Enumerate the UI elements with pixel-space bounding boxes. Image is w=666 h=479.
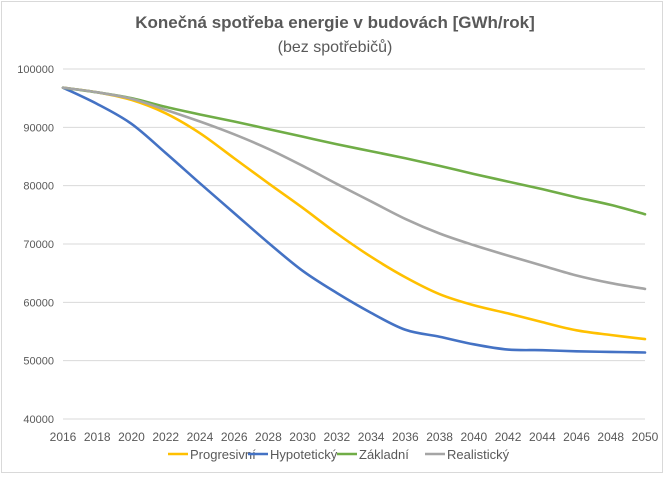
x-axis-ticks: 2016 2018 2020 2022 2024 2026 2028 2030 2032 2034… [50, 430, 659, 444]
x-tick-label: 2024 [187, 430, 214, 444]
x-tick-label: 2016 [50, 430, 77, 444]
line-chart: Konečná spotřeba energie v budovách [GWh… [17, 13, 659, 462]
x-tick-label: 2044 [529, 430, 556, 444]
x-tick-label: 2026 [221, 430, 248, 444]
x-tick-label: 2020 [118, 430, 145, 444]
x-tick-label: 2038 [426, 430, 453, 444]
x-tick-label: 2036 [392, 430, 419, 444]
series-lines [61, 86, 647, 354]
chart-subtitle: (bez spotřebičů) [278, 38, 393, 56]
series-line-3 [61, 86, 647, 291]
y-tick-label: 70000 [23, 239, 54, 251]
y-axis-ticks: 100000 90000 80000 70000 60000 50000 40000 [17, 64, 54, 426]
series-line-2 [61, 86, 647, 216]
chart-title: Konečná spotřeba energie v budovách [GWh… [135, 13, 535, 32]
series-line-1 [61, 86, 647, 354]
legend-label: Progresivní [190, 447, 256, 462]
x-tick-label: 2048 [597, 430, 624, 444]
series-line-0 [61, 86, 647, 341]
x-tick-label: 2034 [358, 430, 385, 444]
y-tick-label: 40000 [23, 414, 54, 426]
y-tick-label: 50000 [23, 356, 54, 368]
x-tick-label: 2046 [563, 430, 590, 444]
legend-label: Realistický [447, 447, 510, 462]
x-tick-label: 2018 [84, 430, 111, 444]
x-tick-label: 2022 [152, 430, 179, 444]
legend: Progresivní Hypotetický Základní Realistick… [168, 447, 510, 462]
legend-label: Hypotetický [270, 447, 338, 462]
x-tick-label: 2030 [289, 430, 316, 444]
y-tick-label: 60000 [23, 297, 54, 309]
x-tick-label: 2050 [632, 430, 659, 444]
y-tick-label: 90000 [23, 122, 54, 134]
x-tick-label: 2042 [495, 430, 522, 444]
x-tick-label: 2028 [255, 430, 282, 444]
y-tick-label: 80000 [23, 181, 54, 193]
x-tick-label: 2032 [324, 430, 351, 444]
x-tick-label: 2040 [460, 430, 487, 444]
y-tick-label: 100000 [17, 64, 54, 76]
chart-frame: Konečná spotřeba energie v budovách [GWh… [1, 1, 663, 473]
legend-label: Základní [359, 447, 409, 462]
